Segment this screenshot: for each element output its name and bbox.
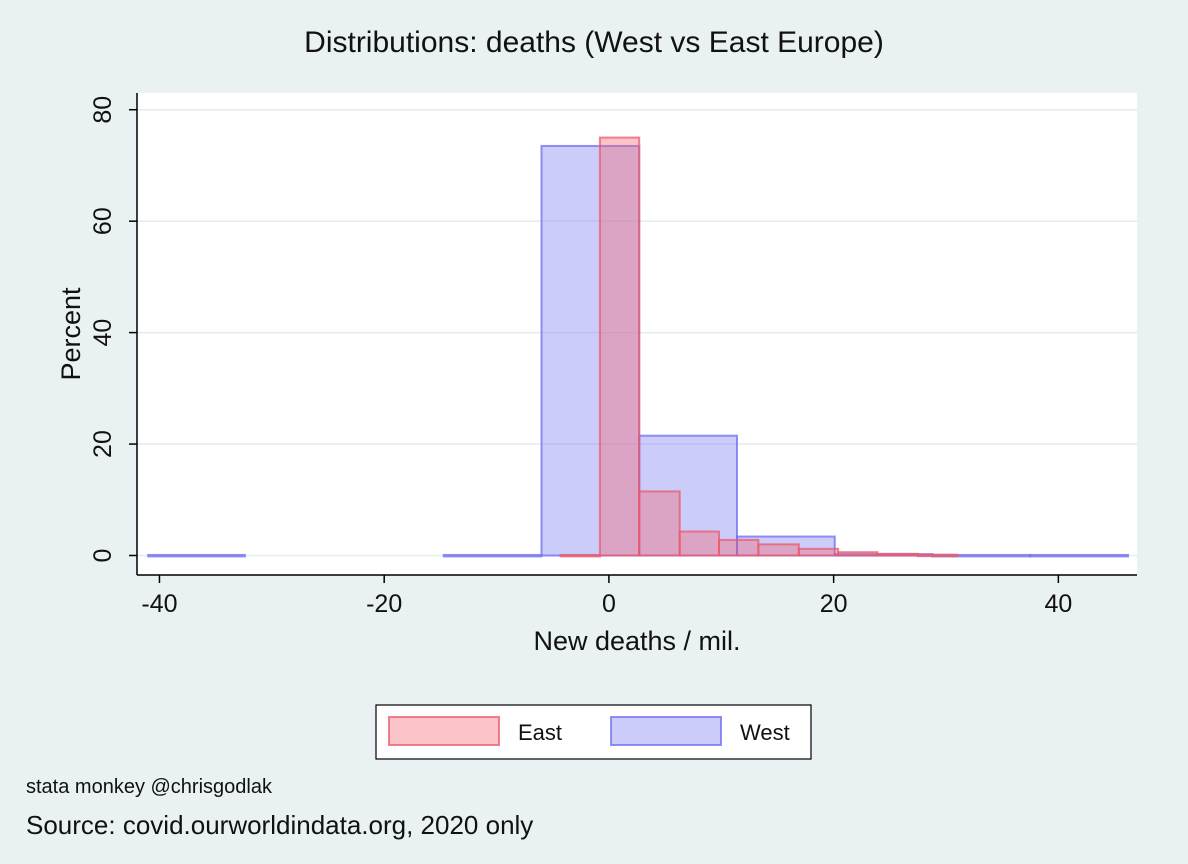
east-bar [559, 553, 601, 558]
west-bar [540, 144, 641, 557]
plot-area [137, 93, 1137, 575]
x-tick-label: 0 [602, 590, 616, 618]
y-tick-label: 0 [89, 549, 117, 563]
east-bar [916, 553, 959, 558]
legend-west-swatch [610, 716, 722, 746]
x-tick-label: -20 [366, 590, 402, 618]
east-series [559, 136, 959, 558]
y-tick-label: 20 [89, 430, 117, 458]
west-bar [147, 553, 246, 558]
legend-box [375, 704, 812, 760]
east-bar [876, 552, 919, 557]
west-bar [442, 553, 543, 558]
east-bar [678, 530, 721, 557]
x-axis-label: New deaths / mil. [533, 626, 740, 656]
legend-east-label: East [518, 720, 562, 745]
west-bar [638, 434, 738, 557]
east-bar [718, 538, 760, 557]
x-tick-label: 20 [820, 590, 848, 618]
y-tick-label: 40 [89, 319, 117, 347]
y-ticks: 0 20 40 60 80 [89, 96, 137, 563]
west-bar [1029, 553, 1130, 558]
y-axis-label: Percent [56, 287, 86, 381]
x-ticks: -40 -20 0 20 40 [141, 575, 1072, 618]
legend-east-swatch [388, 716, 500, 746]
source-note: Source: covid.ourworldindata.org, 2020 o… [26, 810, 534, 840]
y-tick-label: 80 [89, 96, 117, 124]
east-bar [837, 551, 879, 557]
east-bar [757, 543, 800, 557]
east-bar [598, 136, 641, 557]
legend-west-label: West [740, 720, 790, 745]
east-bar [797, 547, 840, 557]
x-tick-label: 40 [1044, 590, 1072, 618]
chart-title: Distributions: deaths (West vs East Euro… [304, 26, 884, 59]
author-note: stata monkey @chrisgodlak [26, 776, 272, 798]
x-tick-label: -40 [141, 590, 177, 618]
axes [136, 93, 1137, 576]
y-tick-label: 60 [89, 207, 117, 235]
legend: East West [375, 704, 812, 760]
east-bar [638, 490, 681, 557]
